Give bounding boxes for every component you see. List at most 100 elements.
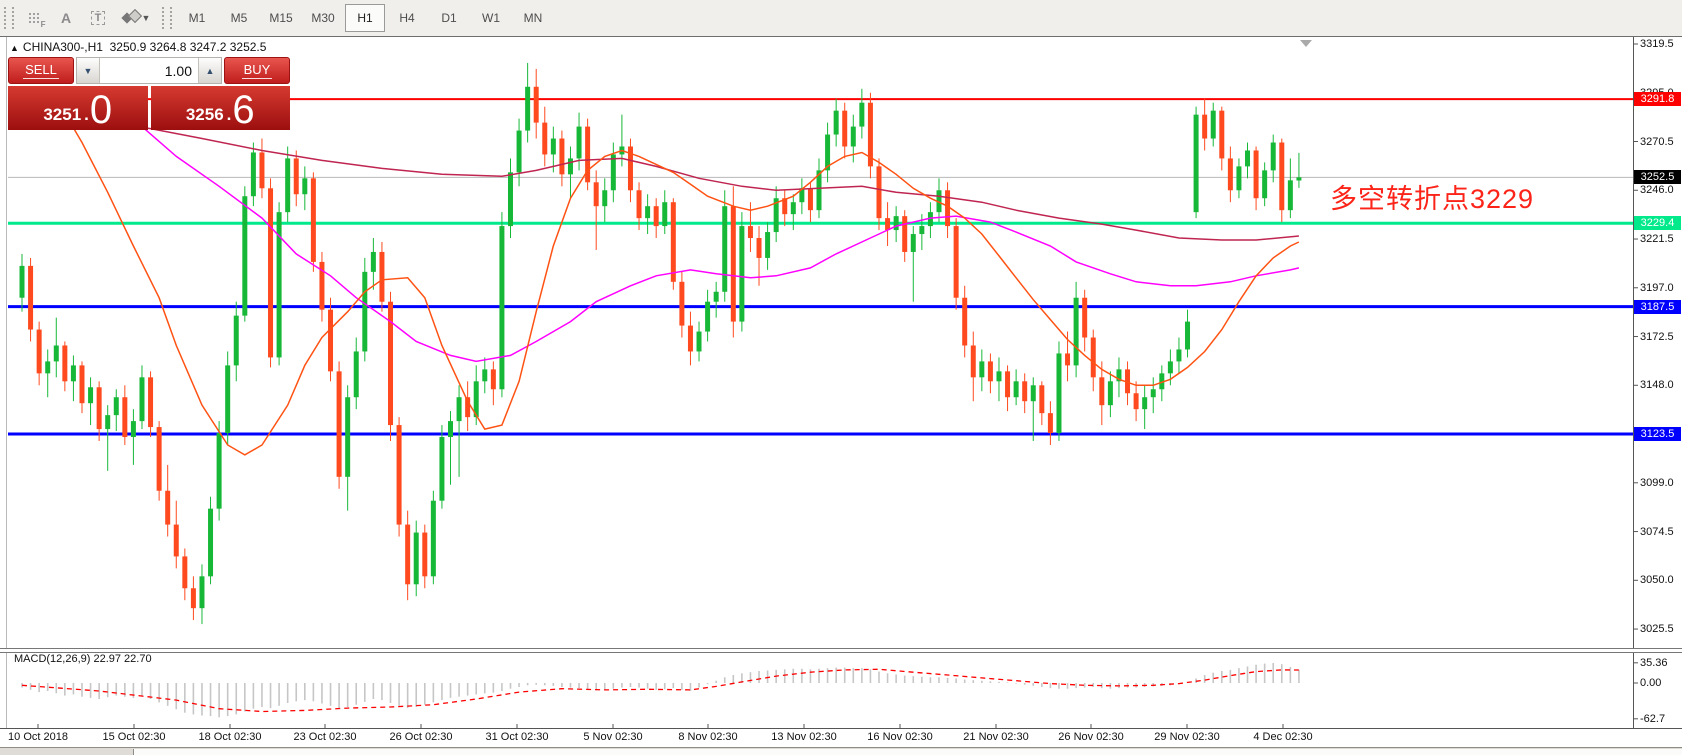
candle-body [902,216,908,252]
candle-body [1065,353,1071,366]
ma-slow-line [90,119,1299,241]
pane-separator[interactable] [0,648,1682,653]
timeframe-button-h1[interactable]: H1 [345,4,385,32]
candle-body [670,202,676,282]
candle-body [850,126,856,147]
price-tick-label: 3074.5 [1640,525,1674,538]
candle-body [1022,381,1028,402]
price-axis-border [1633,37,1634,728]
candle-body [525,86,531,131]
price-tick-label: 3025.5 [1640,623,1674,636]
price-level-badge: 3123.5 [1634,427,1681,442]
candle-body [739,226,745,322]
candle-body [105,415,111,430]
candle-body [1167,361,1173,374]
candle-body [1296,177,1302,181]
candle-body [842,110,848,147]
candle-body [799,188,805,203]
candle-body [893,216,899,231]
candle-body [225,365,231,434]
timeframe-toolbar: M1 M5 M15 M30 H1 H4 D1 W1 MN [176,4,554,32]
price-tick-label: 3270.5 [1640,135,1674,148]
time-tick-label: 13 Nov 02:30 [771,731,837,743]
candle-body [705,301,711,332]
candle-body [550,138,556,155]
price-chart[interactable] [0,37,1682,755]
time-tick-label: 16 Nov 02:30 [867,731,933,743]
buy-price-main: 3256 [185,105,224,124]
chart-text-annotation[interactable]: 多空转折点3229 [1330,184,1535,214]
chart-shift-marker-icon[interactable] [1300,40,1312,47]
text-annotation-icon[interactable]: A [60,10,72,26]
candle-body [379,251,385,302]
candle-body [490,369,496,390]
timeframe-button-d1[interactable]: D1 [441,11,457,25]
candle-body [559,138,565,175]
timeframe-button-h4[interactable]: H4 [399,11,415,25]
candle-body [593,182,599,207]
candle-body [259,152,265,189]
candle-body [422,532,428,577]
timeframe-button-m1[interactable]: M1 [188,11,206,25]
timeframe-button-m5[interactable]: M5 [230,11,248,25]
candle-body [1090,337,1096,378]
candle-body [945,190,951,227]
candle-body [662,202,668,227]
candle-body [1056,353,1062,434]
volume-increase-button[interactable]: ▲ [198,58,221,83]
candle-body [430,500,436,577]
text-label-icon[interactable]: T [85,6,111,30]
timeframe-button-m30[interactable]: M30 [311,11,335,25]
candle-body [927,212,933,227]
volume-decrease-button[interactable]: ▼ [77,58,100,83]
candle-body [1219,110,1225,159]
candle-body [156,427,162,491]
toolbar-grip[interactable] [4,7,14,29]
candle-body [216,433,222,509]
price-tick-label: 3319.5 [1640,38,1674,50]
candle-body [1245,150,1251,167]
candle-body [1013,381,1019,398]
chart-header: ▲ CHINA300-,H1 3250.9 3264.8 3247.2 3252.… [10,40,266,54]
candle-body [1082,297,1088,338]
candle-body [567,158,573,175]
candle-body [542,122,548,155]
timeframe-button-w1[interactable]: W1 [482,11,500,25]
time-tick-label: 29 Nov 02:30 [1154,731,1220,743]
candle-body [208,508,214,577]
candle-body [1150,389,1156,398]
time-tick-label: 26 Nov 02:30 [1058,731,1124,743]
sell-price-main: 3251 [43,105,82,124]
timeframe-button-mn[interactable]: MN [523,11,543,25]
candle-body [516,130,522,173]
candle-body [336,371,342,477]
timeframe-button-m15[interactable]: M15 [269,11,293,25]
chart-tab[interactable] [133,749,1682,755]
time-tick-label: 31 Oct 02:30 [485,731,549,743]
ohlc-values: 3250.9 3264.8 3247.2 3252.5 [109,40,267,54]
buy-price-panel[interactable]: 3256. 6 [150,86,290,130]
volume-input[interactable]: 1.00 [164,62,192,79]
candle-body [807,188,813,211]
crosshair-grid-icon[interactable]: F [21,6,47,30]
macd-tick-label: 35.36 [1640,656,1668,669]
candle-body [388,301,394,426]
toolbar-grip-2[interactable] [162,7,172,29]
candle-body [190,588,196,609]
candle-body [242,196,248,316]
buy-button[interactable]: BUY [224,57,290,84]
chart-tabs-bar[interactable] [0,747,1682,755]
candle-body [1005,371,1011,398]
collapse-triangle-icon[interactable]: ▲ [10,43,19,53]
macd-tick-label: -62.7 [1640,712,1666,725]
shapes-icon[interactable]: ▼ [117,6,155,30]
candle-body [268,188,274,358]
sell-price-panel[interactable]: 3251. 0 [8,86,148,130]
candle-body [53,345,59,362]
candle-body [773,198,779,233]
candle-body [765,232,771,258]
candle-body [310,178,316,262]
candle-body [756,238,762,258]
sell-button[interactable]: SELL [8,57,74,84]
